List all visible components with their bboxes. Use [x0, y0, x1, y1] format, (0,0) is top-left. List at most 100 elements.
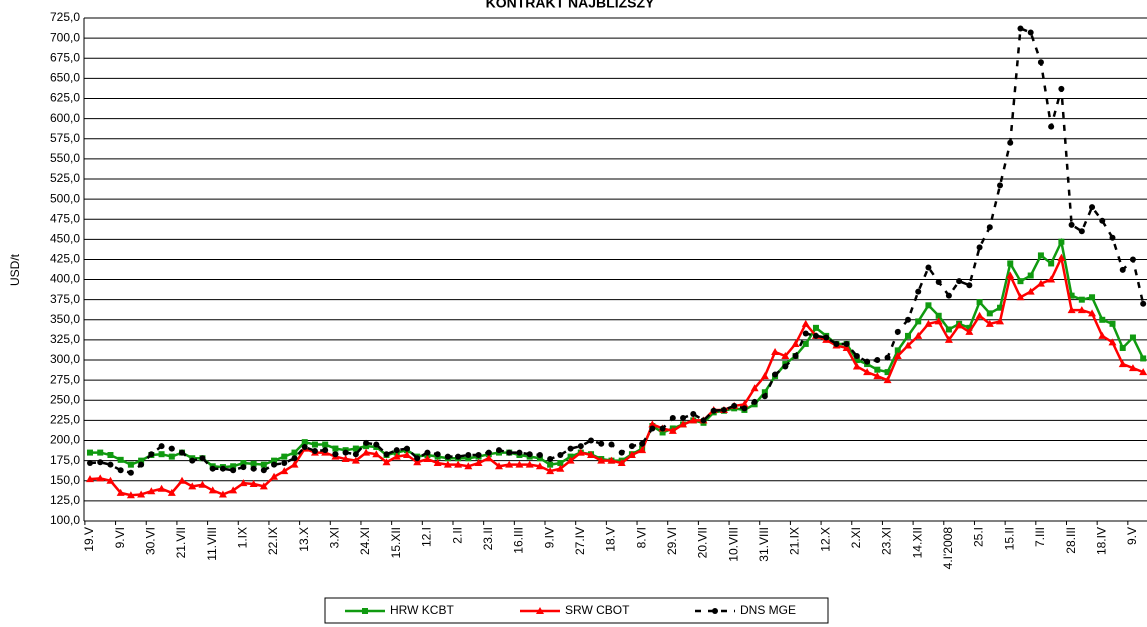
point	[812, 332, 819, 339]
point	[557, 452, 564, 459]
point	[956, 278, 963, 285]
point	[700, 417, 707, 424]
point	[761, 393, 768, 400]
point	[638, 446, 647, 454]
point	[1036, 279, 1045, 287]
x-tick-label: 1.IX	[236, 527, 250, 548]
point	[863, 368, 872, 376]
point	[147, 487, 156, 495]
point	[454, 460, 463, 468]
point	[413, 458, 422, 466]
point	[802, 340, 809, 347]
point	[935, 278, 942, 285]
point	[639, 440, 646, 447]
point	[179, 449, 186, 456]
point	[915, 288, 922, 295]
point	[547, 456, 554, 463]
point	[271, 461, 278, 468]
point	[455, 453, 462, 460]
point	[107, 452, 114, 459]
point	[1128, 364, 1137, 372]
point	[843, 340, 850, 347]
point	[1109, 320, 1116, 327]
point	[751, 398, 758, 405]
point	[332, 451, 339, 458]
x-tick-label: 7.III	[1033, 527, 1047, 547]
x-tick-label: 12.I	[420, 527, 434, 547]
y-tick-label: 325,0	[50, 332, 80, 346]
point	[914, 331, 923, 339]
point	[864, 358, 871, 365]
point	[894, 347, 901, 354]
point	[392, 452, 401, 460]
x-tick-label: 2.II	[450, 527, 464, 544]
point	[484, 454, 493, 462]
point	[158, 451, 165, 458]
point	[905, 316, 911, 323]
point	[138, 457, 145, 464]
point	[434, 451, 441, 458]
point	[986, 310, 993, 317]
point	[915, 318, 922, 325]
point	[230, 467, 237, 474]
y-tick-label: 150,0	[50, 473, 80, 487]
point	[148, 451, 155, 458]
point	[1119, 266, 1126, 273]
point	[189, 457, 196, 464]
point	[546, 467, 555, 475]
point	[853, 353, 860, 360]
point	[259, 482, 268, 490]
point	[1006, 271, 1015, 279]
point	[669, 414, 676, 421]
point	[535, 462, 544, 470]
point	[1109, 234, 1116, 241]
point	[925, 302, 932, 309]
point	[475, 452, 482, 459]
point	[760, 372, 769, 380]
x-tick-label: 15.II	[1002, 527, 1016, 550]
x-tick-label: 20.VII	[696, 527, 710, 558]
point	[260, 467, 267, 474]
point	[985, 319, 994, 327]
point	[414, 455, 421, 462]
point	[925, 264, 932, 271]
y-tick-label: 575,0	[50, 131, 80, 145]
point	[823, 334, 830, 341]
point	[1089, 204, 1096, 211]
point	[1037, 252, 1044, 259]
point	[260, 461, 267, 468]
x-tick-label: 18.V	[604, 527, 618, 552]
point	[997, 182, 1004, 189]
x-tick-label: 9.IV	[542, 527, 556, 548]
y-tick-label: 450,0	[50, 231, 80, 245]
point	[444, 453, 451, 460]
point	[496, 447, 502, 454]
point	[598, 440, 605, 447]
x-tick-label: 27.IV	[573, 527, 587, 555]
point	[874, 357, 881, 364]
point	[137, 490, 146, 498]
x-tick-label: 9.VI	[113, 527, 127, 548]
y-tick-label: 175,0	[50, 453, 80, 467]
point	[250, 465, 257, 472]
y-tick-label: 475,0	[50, 211, 80, 225]
point	[1026, 287, 1035, 295]
legend-marker	[712, 608, 718, 614]
y-tick-label: 675,0	[50, 50, 80, 64]
point	[566, 456, 575, 464]
x-tick-label: 12.X	[818, 527, 832, 552]
point	[904, 341, 912, 349]
point	[1016, 293, 1025, 301]
point	[833, 340, 840, 347]
y-tick-label: 400,0	[50, 272, 80, 286]
point	[934, 317, 943, 325]
point	[1047, 275, 1056, 283]
point	[158, 443, 165, 450]
point	[986, 224, 993, 231]
point	[965, 327, 974, 335]
point	[382, 458, 391, 466]
point	[741, 405, 748, 412]
point	[87, 460, 93, 467]
point	[607, 456, 616, 464]
